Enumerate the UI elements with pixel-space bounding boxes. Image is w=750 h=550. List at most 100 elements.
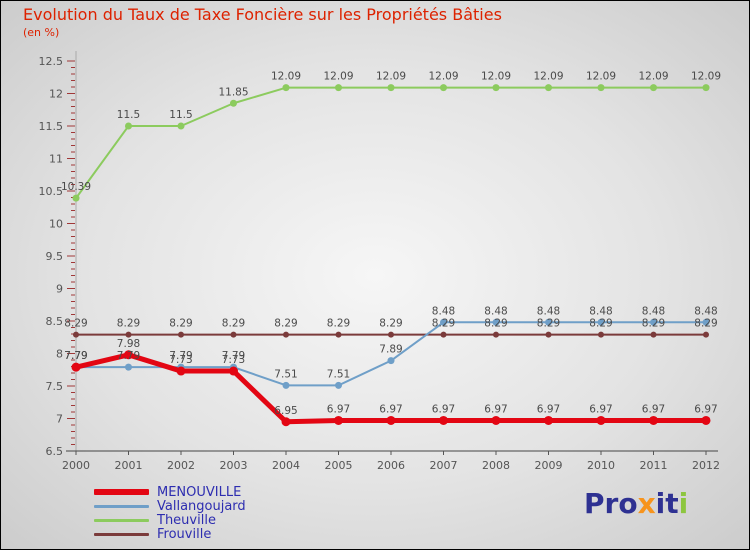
svg-text:8.5: 8.5 [46,315,64,328]
legend-swatch [94,504,149,508]
svg-text:8.29: 8.29 [642,318,665,330]
svg-text:6.97: 6.97 [589,403,612,415]
svg-text:2008: 2008 [482,459,510,472]
svg-text:2003: 2003 [220,459,248,472]
svg-text:8.29: 8.29 [484,318,507,330]
legend-label: Frouville [157,526,212,542]
svg-text:8.29: 8.29 [589,318,612,330]
svg-text:6.97: 6.97 [537,403,560,415]
svg-text:7: 7 [56,413,63,426]
svg-text:8.29: 8.29 [327,318,350,330]
svg-text:8.48: 8.48 [642,305,665,317]
svg-text:2009: 2009 [535,459,563,472]
svg-text:2000: 2000 [62,459,90,472]
svg-text:10.39: 10.39 [61,181,91,193]
svg-text:9: 9 [56,283,63,296]
svg-text:2011: 2011 [640,459,668,472]
svg-text:7.5: 7.5 [46,380,64,393]
svg-text:12.09: 12.09 [586,71,616,83]
svg-text:8.29: 8.29 [64,318,87,330]
svg-text:7.79: 7.79 [64,350,87,362]
logo-letter: x [637,487,656,520]
svg-text:6.97: 6.97 [484,403,507,415]
svg-text:8.29: 8.29 [537,318,560,330]
svg-text:12.09: 12.09 [271,71,301,83]
svg-text:8.29: 8.29 [169,318,192,330]
svg-text:7.98: 7.98 [117,338,140,350]
svg-text:8.29: 8.29 [222,318,245,330]
svg-text:6.97: 6.97 [432,403,455,415]
svg-text:12.09: 12.09 [533,71,563,83]
chart-subtitle: (en %) [23,26,60,39]
legend-label: Theuville [157,512,216,528]
svg-text:12.09: 12.09 [481,71,511,83]
logo-letter: i [655,487,666,520]
svg-text:2006: 2006 [377,459,405,472]
svg-text:8: 8 [56,348,63,361]
svg-text:6.97: 6.97 [327,403,350,415]
logo-letter: t [665,487,679,520]
legend-swatch [94,532,149,536]
svg-text:8.29: 8.29 [432,318,455,330]
logo-letter: r [604,487,619,520]
svg-text:7.79: 7.79 [222,350,245,362]
proxiti-logo: Proxiti [584,487,688,520]
svg-text:7.73: 7.73 [169,354,192,366]
svg-text:2010: 2010 [587,459,615,472]
svg-text:8.48: 8.48 [589,305,612,317]
svg-text:8.48: 8.48 [694,305,717,317]
svg-text:12.09: 12.09 [428,71,458,83]
legend-item: Theuville [94,513,246,527]
logo-letter: P [584,487,605,520]
svg-text:11.85: 11.85 [218,86,248,98]
svg-text:8.29: 8.29 [274,318,297,330]
svg-text:2007: 2007 [430,459,458,472]
svg-text:7.51: 7.51 [327,368,350,380]
svg-text:6.97: 6.97 [642,403,665,415]
svg-text:8.29: 8.29 [694,318,717,330]
svg-text:7.79: 7.79 [169,350,192,362]
svg-text:7.73: 7.73 [222,354,245,366]
legend-swatch [94,489,149,495]
legend-item: Frouville [94,527,246,541]
svg-text:11.5: 11.5 [39,120,64,133]
svg-text:2005: 2005 [325,459,353,472]
legend-swatch [94,518,149,522]
svg-text:8.48: 8.48 [537,305,560,317]
svg-text:6.97: 6.97 [379,403,402,415]
svg-text:8.29: 8.29 [379,318,402,330]
svg-text:12.09: 12.09 [376,71,406,83]
svg-text:2001: 2001 [115,459,143,472]
chart-legend: MENOUVILLE Vallangoujard Theuville Frouvill… [94,485,246,541]
svg-text:2012: 2012 [692,459,720,472]
chart-title: Evolution du Taux de Taxe Foncière sur l… [23,5,502,24]
svg-text:9.5: 9.5 [46,250,64,263]
svg-text:8.29: 8.29 [117,318,140,330]
svg-text:8.48: 8.48 [484,305,507,317]
svg-text:2004: 2004 [272,459,300,472]
svg-text:12: 12 [49,88,63,101]
svg-text:12.09: 12.09 [638,71,668,83]
svg-text:6.5: 6.5 [46,445,64,458]
svg-text:6.97: 6.97 [694,403,717,415]
legend-item: Vallangoujard [94,499,246,513]
svg-text:7.79: 7.79 [117,350,140,362]
logo-letter: o [618,487,638,520]
svg-text:12.5: 12.5 [39,55,64,68]
svg-text:10.5: 10.5 [39,185,64,198]
legend-label: MENOUVILLE [157,484,242,500]
svg-text:12.09: 12.09 [691,71,721,83]
legend-label: Vallangoujard [157,498,246,514]
svg-text:11.5: 11.5 [117,109,140,121]
svg-text:2002: 2002 [167,459,195,472]
svg-text:8.48: 8.48 [432,305,455,317]
svg-text:6.95: 6.95 [274,405,297,417]
svg-text:12.09: 12.09 [323,71,353,83]
svg-text:11: 11 [49,153,63,166]
svg-text:11.5: 11.5 [169,109,192,121]
svg-text:7.89: 7.89 [379,344,402,356]
svg-text:10: 10 [49,218,63,231]
legend-item: MENOUVILLE [94,485,246,499]
